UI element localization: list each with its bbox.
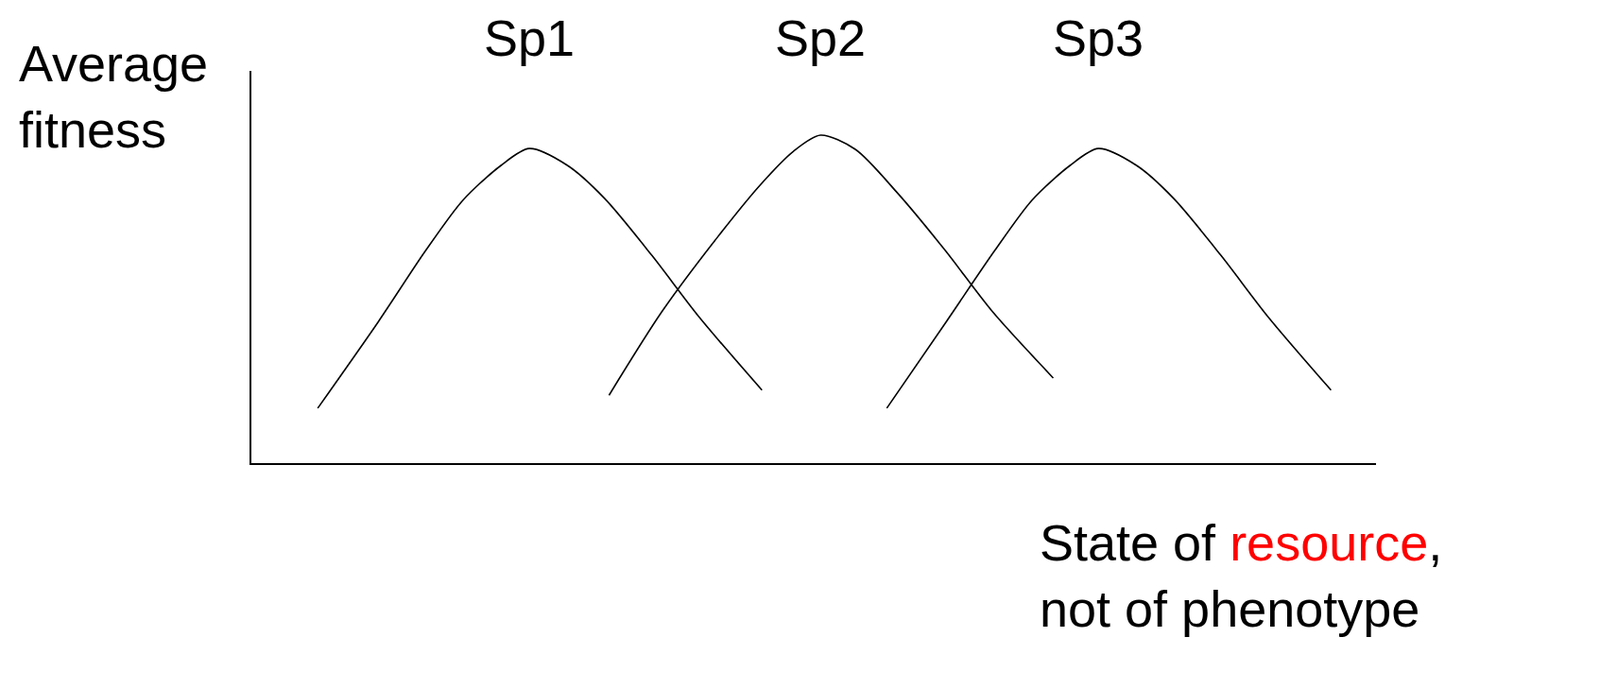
svg-text:Sp3: Sp3 bbox=[1052, 9, 1144, 67]
svg-text:Sp1: Sp1 bbox=[483, 9, 575, 67]
svg-text:Sp2: Sp2 bbox=[774, 9, 866, 67]
svg-text:Averagefitness: Averagefitness bbox=[18, 34, 208, 158]
svg-text:State of resource,not of pheno: State of resource,not of phenotype bbox=[1039, 514, 1443, 637]
